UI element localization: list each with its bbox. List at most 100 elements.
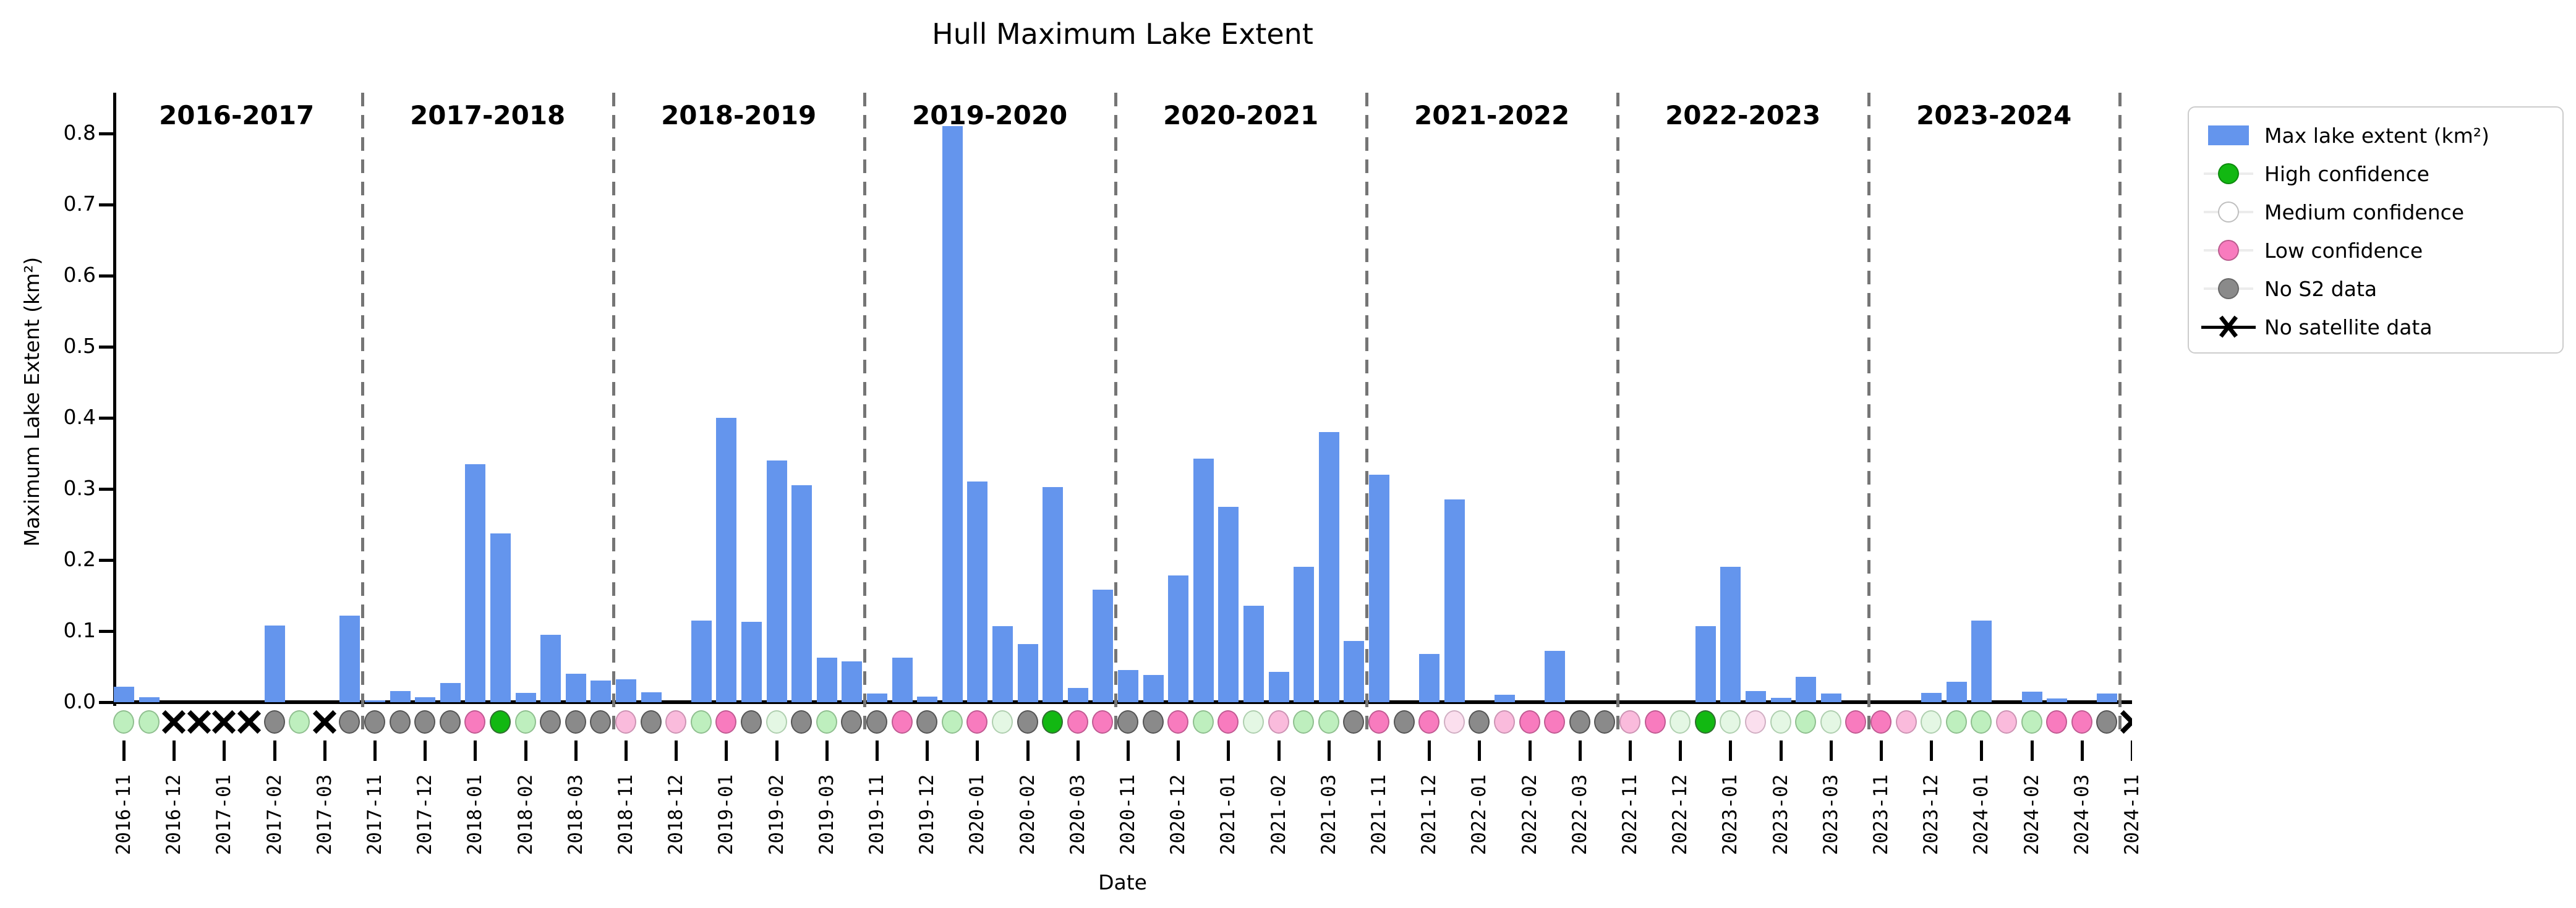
gray-confidence-marker	[866, 710, 887, 734]
season-label: 2021-2022	[1414, 100, 1570, 130]
pink-confidence-marker	[2071, 710, 2092, 734]
season-separator	[1616, 93, 1619, 737]
x-tick	[675, 740, 678, 761]
max-extent-bar	[892, 658, 913, 702]
lightgreen-confidence-marker	[690, 710, 712, 734]
x-tick-label: 2023-01	[1719, 774, 1742, 855]
max-extent-bar	[2021, 692, 2042, 702]
legend-dot-swatch	[2200, 240, 2257, 261]
pink-confidence-marker	[1845, 710, 1867, 734]
x-tick-label: 2023-11	[1870, 774, 1892, 855]
x-tick-label: 2020-02	[1016, 774, 1039, 855]
max-extent-bar	[1820, 694, 1841, 702]
max-extent-bar	[1770, 698, 1791, 702]
x-tick-label: 2017-12	[414, 774, 437, 855]
x-swatch-icon	[2216, 315, 2241, 339]
dot-swatch-icon	[2218, 202, 2239, 223]
x-tick-label: 2018-03	[564, 774, 587, 855]
max-extent-bar	[1419, 654, 1440, 702]
x-tick	[173, 740, 176, 761]
x-tick	[775, 740, 778, 761]
max-extent-bar	[339, 616, 360, 702]
x-tick	[1428, 740, 1431, 761]
y-tick-label: 0.5	[63, 334, 96, 358]
max-extent-bar	[1695, 626, 1716, 702]
x-tick-label: 2024-01	[1970, 774, 1993, 855]
x-tick-label: 2021-01	[1217, 774, 1240, 855]
x-tick	[1829, 740, 1833, 761]
max-extent-bar	[616, 679, 636, 702]
max-extent-bar	[641, 692, 662, 702]
gray-confidence-marker	[1117, 710, 1138, 734]
y-tick	[99, 203, 113, 206]
legend-item: No satellite data	[2200, 308, 2562, 346]
green-confidence-marker	[490, 710, 511, 734]
season-label: 2023-2024	[1916, 100, 2072, 130]
pink-confidence-marker	[891, 710, 913, 734]
x-tick	[825, 740, 829, 761]
lightgreen-confidence-marker	[1945, 710, 1967, 734]
legend-item: Max lake extent (km²)	[2200, 116, 2562, 155]
legend-item-label: Max lake extent (km²)	[2264, 123, 2489, 148]
y-axis-spine	[113, 93, 116, 706]
gray-confidence-marker	[1469, 710, 1490, 734]
x-tick-label: 2018-12	[665, 774, 688, 855]
green-confidence-marker	[1694, 710, 1716, 734]
max-extent-bar	[1921, 693, 1942, 702]
x-tick	[2131, 740, 2132, 761]
max-extent-bar	[1495, 695, 1515, 702]
gray-confidence-marker	[1594, 710, 1616, 734]
x-tick-label: 2019-12	[916, 774, 939, 855]
max-extent-bar	[440, 683, 461, 702]
gray-confidence-marker	[1343, 710, 1365, 734]
x-tick	[1227, 740, 1230, 761]
season-label: 2016-2017	[159, 100, 315, 130]
x-tick	[1076, 740, 1080, 761]
max-extent-bar	[264, 626, 285, 702]
x-tick	[926, 740, 929, 761]
x-tick-label: 2017-02	[263, 774, 286, 855]
legend-item: No S2 data	[2200, 269, 2562, 308]
x-tick	[1629, 740, 1632, 761]
palegreen-confidence-marker	[1820, 710, 1841, 734]
y-tick-label: 0.4	[63, 405, 96, 429]
x-tick	[625, 740, 628, 761]
y-tick-label: 0.2	[63, 547, 96, 571]
pink-confidence-marker	[2046, 710, 2068, 734]
max-extent-bar	[741, 622, 762, 702]
y-tick	[99, 417, 113, 420]
max-extent-bar	[942, 126, 963, 702]
max-extent-bar	[465, 464, 486, 702]
x-tick-label: 2022-01	[1468, 774, 1491, 855]
season-label: 2018-2019	[661, 100, 817, 130]
lightgreen-confidence-marker	[816, 710, 837, 734]
x-tick-label: 2021-03	[1317, 774, 1340, 855]
max-extent-bar	[1318, 432, 1339, 702]
lightgreen-confidence-marker	[1795, 710, 1817, 734]
chart-title: Hull Maximum Lake Extent	[932, 17, 1313, 51]
season-separator	[360, 93, 364, 737]
max-extent-bar	[1218, 507, 1239, 702]
x-tick-label: 2022-03	[1568, 774, 1591, 855]
max-extent-bar	[1294, 567, 1315, 702]
max-extent-bar	[1746, 691, 1766, 702]
x-tick	[122, 740, 126, 761]
season-separator	[2118, 93, 2122, 737]
dot-swatch-icon	[2218, 278, 2239, 299]
x-tick	[876, 740, 879, 761]
gray-confidence-marker	[565, 710, 586, 734]
gray-confidence-marker	[540, 710, 561, 734]
gray-confidence-marker	[414, 710, 436, 734]
max-extent-bar	[1796, 677, 1817, 702]
max-extent-bar	[867, 694, 887, 702]
x-tick-label: 2019-03	[815, 774, 838, 855]
x-tick-label: 2023-02	[1769, 774, 1792, 855]
bar-swatch-icon	[2208, 125, 2249, 145]
x-tick-label: 2024-02	[2020, 774, 2043, 855]
x-tick	[524, 740, 527, 761]
lightpink-confidence-marker	[1619, 710, 1640, 734]
max-extent-bar	[114, 687, 134, 702]
max-extent-bar	[1067, 688, 1088, 702]
max-extent-bar	[390, 691, 411, 702]
